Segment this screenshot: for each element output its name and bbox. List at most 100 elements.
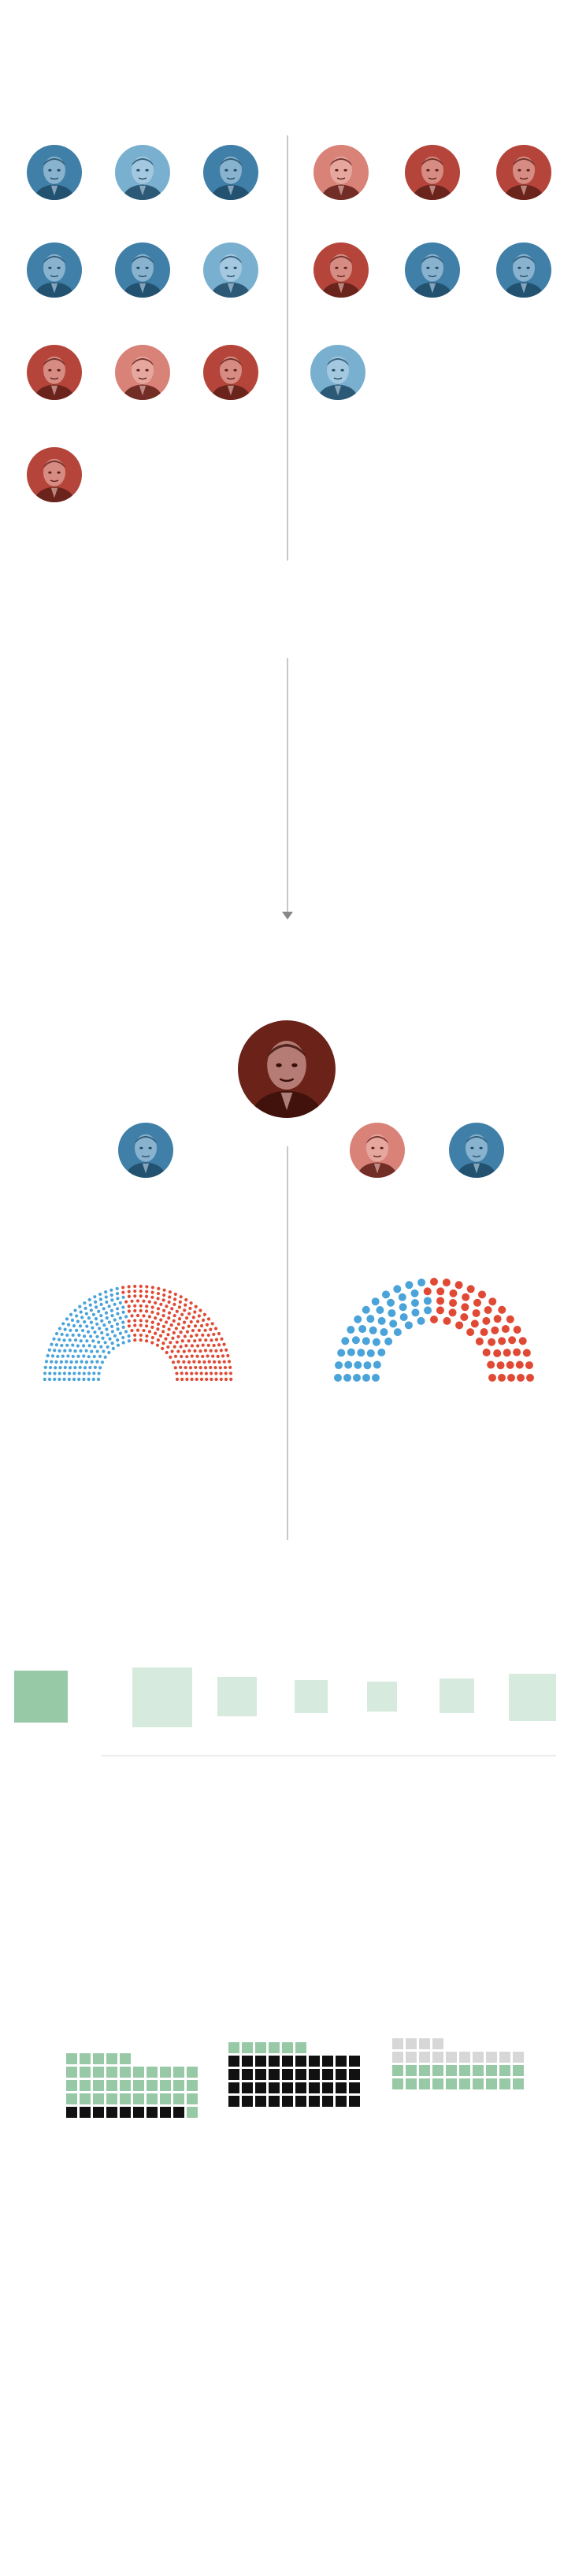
house-seat-chart — [43, 1284, 233, 1382]
dem-seat — [93, 1345, 97, 1349]
dem-seat — [115, 1286, 119, 1290]
dem-seat — [103, 1355, 107, 1359]
dem-seat — [54, 1366, 58, 1370]
gop-seat — [162, 1308, 166, 1312]
portrait-p3 — [203, 145, 258, 200]
gop-seat — [219, 1349, 223, 1353]
dem-seat — [118, 1316, 122, 1320]
dem-seat — [97, 1309, 101, 1313]
waffle-1-cell-black — [106, 2107, 117, 2118]
gop-seat — [180, 1377, 184, 1382]
portrait-house-dem-leader — [118, 1123, 173, 1178]
gop-seat — [199, 1371, 203, 1375]
gop-seat — [180, 1371, 184, 1375]
gop-seat — [187, 1339, 191, 1343]
portrait-p16 — [310, 345, 365, 400]
waffle-2-cell-black — [255, 2096, 266, 2107]
gop-seat — [195, 1371, 198, 1375]
waffle-1-cell-black — [133, 2107, 144, 2118]
dem-seat — [104, 1290, 108, 1294]
waffle-2-cell-black — [282, 2069, 293, 2080]
dem-seat — [109, 1324, 114, 1328]
gop-seat — [191, 1316, 195, 1319]
dem-seat — [78, 1305, 82, 1308]
dem-seat — [69, 1312, 73, 1316]
dem-seat — [102, 1349, 106, 1353]
waffle-1-cell-green — [106, 2093, 117, 2104]
gop-seat — [183, 1334, 187, 1338]
dem-seat — [80, 1360, 83, 1364]
dem-seat — [362, 1337, 370, 1345]
gop-seat — [473, 1298, 481, 1307]
waffle-1-cell-green — [147, 2080, 158, 2091]
gop-seat — [147, 1315, 151, 1319]
gop-seat — [145, 1334, 149, 1338]
gop-seat — [218, 1366, 222, 1370]
gop-seat — [173, 1354, 178, 1358]
waffle-2-cell-black — [242, 2069, 253, 2080]
dem-seat — [347, 1326, 355, 1334]
gop-seat — [161, 1346, 165, 1351]
waffle-3-cell-grey — [513, 2052, 524, 2063]
gop-seat — [187, 1324, 191, 1328]
dem-seat — [63, 1327, 67, 1331]
gop-seat — [508, 1336, 517, 1345]
dem-seat — [53, 1377, 57, 1382]
waffle-1-cell-green — [120, 2067, 131, 2078]
dem-seat — [69, 1360, 73, 1364]
dem-seat — [110, 1313, 114, 1318]
dem-seat — [87, 1316, 91, 1320]
dem-seat — [63, 1349, 67, 1353]
gop-seat — [139, 1338, 143, 1342]
waffle-2-cell-black — [242, 2056, 253, 2067]
gop-seat — [470, 1319, 479, 1328]
gop-seat — [179, 1331, 183, 1334]
waffle-2-cell-black — [309, 2069, 320, 2080]
waffle-2-cell-black — [322, 2069, 333, 2080]
gop-seat — [139, 1289, 143, 1294]
dem-seat — [369, 1326, 377, 1334]
gop-seat — [135, 1328, 140, 1332]
dem-seat — [80, 1328, 85, 1333]
gop-seat — [503, 1349, 511, 1357]
waffle-1-cell-black — [120, 2107, 131, 2118]
gop-seat — [206, 1354, 210, 1358]
dem-seat — [67, 1323, 71, 1327]
dem-seat — [77, 1333, 81, 1337]
dem-seat — [88, 1303, 92, 1307]
waffle-2-cell-green — [269, 2042, 280, 2053]
gop-seat — [461, 1303, 469, 1312]
dem-seat — [90, 1360, 94, 1364]
dem-seat — [376, 1306, 384, 1314]
dem-seat — [62, 1338, 66, 1342]
dem-seat — [98, 1292, 102, 1297]
gop-seat — [436, 1306, 444, 1315]
dem-seat — [88, 1365, 92, 1370]
portrait-p7 — [27, 242, 82, 298]
gop-seat — [517, 1374, 525, 1382]
gop-seat — [498, 1305, 506, 1314]
gop-seat — [206, 1333, 210, 1338]
dem-seat — [384, 1337, 393, 1345]
gop-seat — [165, 1350, 169, 1355]
gop-seat — [172, 1345, 176, 1349]
gop-seat — [154, 1301, 158, 1305]
waffle-1-cell-green — [93, 2080, 104, 2091]
gop-seat — [501, 1325, 510, 1334]
gop-seat — [150, 1305, 154, 1309]
dem-seat — [84, 1349, 88, 1353]
gop-seat — [127, 1305, 131, 1308]
waffle-1-cell-green — [160, 2080, 171, 2091]
waffle-1-cell-green — [160, 2093, 171, 2104]
gop-seat — [449, 1289, 458, 1297]
dem-seat — [99, 1345, 103, 1349]
gop-seat — [498, 1337, 506, 1345]
dem-seat — [362, 1374, 370, 1382]
dem-seat — [121, 1335, 125, 1340]
gop-seat — [170, 1349, 174, 1353]
dem-seat — [65, 1343, 69, 1347]
waffle-1-cell-black — [93, 2107, 104, 2118]
dem-seat — [89, 1334, 93, 1338]
portrait-p6 — [496, 145, 551, 200]
dem-seat — [380, 1328, 388, 1337]
